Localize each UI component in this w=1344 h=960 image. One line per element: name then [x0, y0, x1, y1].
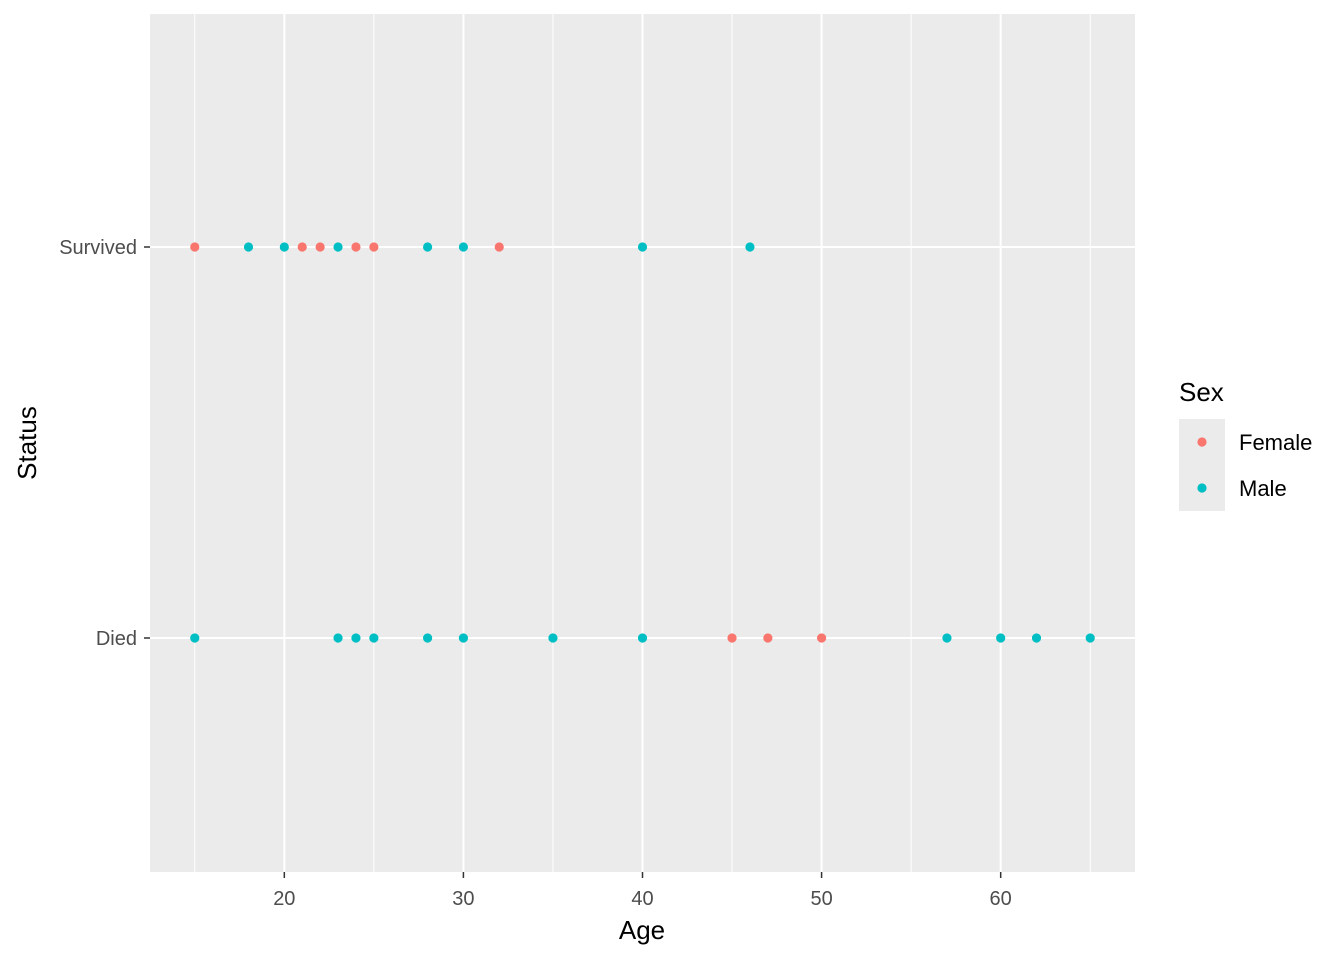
x-axis-ticks: 20 30 40 50 60: [273, 872, 1012, 910]
major-gridlines: [150, 14, 1135, 872]
data-point-female: [351, 242, 361, 252]
data-point-male: [942, 633, 952, 643]
data-point-male: [458, 633, 469, 643]
data-point-male: [548, 633, 558, 643]
y-tick-label: Died: [96, 628, 137, 650]
data-point-female: [494, 242, 504, 252]
y-tick-label: Survived: [59, 237, 137, 259]
x-tick-label: 20: [273, 888, 295, 910]
data-point-male: [422, 242, 433, 252]
data-point-male: [351, 633, 361, 643]
legend-key-background: [1179, 419, 1225, 511]
x-tick-label: 60: [990, 888, 1012, 910]
legend-key-female: [1197, 437, 1207, 447]
y-axis-title: Status: [12, 406, 42, 480]
data-point-female: [369, 242, 379, 252]
data-point-male: [458, 242, 469, 252]
data-points: [190, 242, 1095, 643]
data-point-male: [745, 242, 755, 252]
data-point-female: [190, 242, 200, 252]
data-point-female: [816, 633, 827, 643]
data-point-male: [190, 633, 200, 643]
legend-entries: Female Male: [1197, 430, 1312, 501]
data-point-female: [727, 633, 737, 643]
data-point-male: [279, 242, 289, 252]
data-point-male: [1031, 633, 1042, 643]
data-point-female: [315, 242, 325, 252]
data-point-male: [369, 633, 379, 643]
data-point-male: [1085, 633, 1095, 643]
data-point-male: [243, 242, 254, 252]
x-axis-title: Age: [619, 915, 665, 945]
data-point-female: [763, 633, 773, 643]
y-axis-ticks: Died Survived: [59, 237, 150, 650]
legend-label-female: Female: [1239, 430, 1312, 455]
data-point-male: [422, 633, 433, 643]
x-tick-label: 30: [452, 888, 474, 910]
data-point-male: [996, 633, 1006, 643]
data-point-male: [333, 633, 343, 643]
legend-label-male: Male: [1239, 476, 1287, 501]
legend: Sex Female Male: [1179, 377, 1312, 511]
legend-title: Sex: [1179, 377, 1224, 407]
x-tick-label: 50: [810, 888, 832, 910]
data-point-male: [637, 242, 648, 252]
x-tick-label: 40: [631, 888, 653, 910]
data-point-female: [297, 242, 307, 252]
data-point-male: [637, 633, 648, 643]
legend-key-male: [1197, 483, 1207, 493]
data-point-male: [333, 242, 343, 252]
minor-gridlines: [194, 14, 1091, 872]
